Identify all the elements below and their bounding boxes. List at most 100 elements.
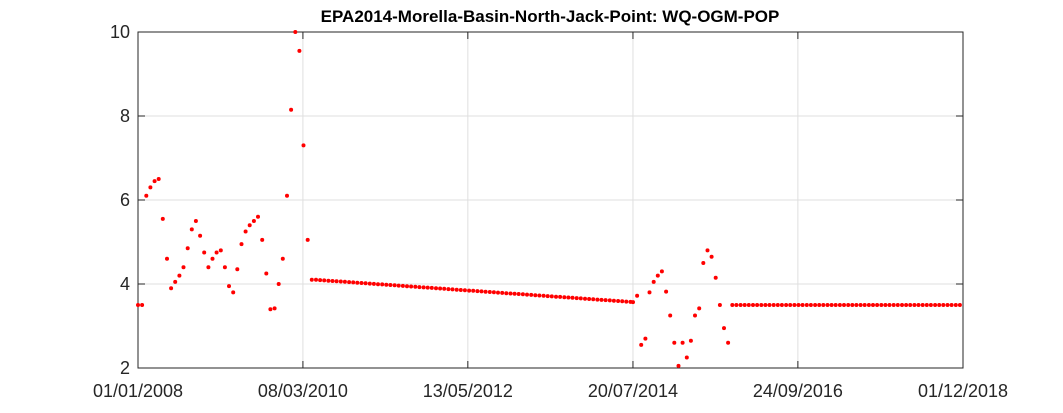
data-point — [491, 290, 496, 295]
data-point — [697, 306, 702, 311]
data-point — [628, 299, 633, 304]
data-point — [148, 185, 153, 190]
data-point — [487, 290, 492, 294]
data-point — [659, 269, 664, 274]
data-point — [759, 303, 764, 307]
data-point — [554, 294, 558, 299]
data-point — [607, 298, 612, 303]
data-point — [854, 303, 859, 307]
data-point — [858, 303, 863, 307]
data-point — [726, 340, 731, 345]
x-tick-label: 13/05/2012 — [423, 381, 513, 401]
data-point — [305, 237, 310, 242]
data-point — [446, 287, 451, 292]
data-point — [904, 303, 909, 307]
data-point — [268, 307, 273, 312]
data-point — [751, 303, 755, 307]
data-point — [529, 292, 534, 297]
data-point — [251, 219, 256, 223]
data-point — [516, 292, 521, 296]
data-point — [821, 303, 826, 307]
data-point — [624, 299, 629, 304]
data-point — [842, 303, 846, 307]
data-point — [156, 177, 161, 181]
data-point — [272, 306, 277, 311]
data-point — [533, 293, 538, 298]
data-point — [400, 283, 405, 288]
data-point — [405, 284, 409, 289]
data-point — [330, 279, 335, 283]
data-point — [525, 292, 529, 297]
data-point — [647, 290, 652, 295]
data-point — [231, 290, 236, 295]
data-point — [920, 303, 925, 307]
data-point — [280, 256, 285, 261]
data-point — [713, 275, 718, 280]
data-point — [591, 297, 596, 302]
data-point — [746, 303, 751, 307]
data-point — [900, 303, 904, 307]
data-point — [953, 303, 958, 307]
data-point — [945, 303, 950, 307]
data-point — [429, 285, 434, 290]
data-point — [218, 248, 223, 253]
data-points — [136, 30, 962, 368]
data-point — [289, 107, 294, 112]
data-point — [788, 303, 793, 307]
data-point — [825, 303, 830, 307]
data-point — [775, 303, 780, 307]
data-point — [338, 279, 343, 284]
chart-title: EPA2014-Morella-Basin-North-Jack-Point: … — [321, 7, 780, 26]
data-point — [643, 336, 648, 341]
data-point — [239, 242, 244, 247]
data-point — [817, 303, 822, 307]
data-point — [462, 288, 467, 293]
data-point — [784, 303, 789, 307]
data-point — [326, 278, 331, 283]
data-point — [676, 363, 681, 368]
data-point — [483, 289, 488, 294]
y-tick-label: 2 — [120, 358, 130, 378]
data-point — [206, 265, 211, 270]
data-point — [813, 303, 818, 307]
data-point — [256, 214, 260, 219]
data-point — [396, 283, 401, 288]
data-point — [342, 279, 347, 284]
data-point — [924, 303, 929, 307]
data-point — [425, 285, 430, 290]
data-point — [314, 277, 318, 282]
data-point — [318, 278, 323, 283]
data-point — [351, 280, 356, 285]
data-point — [717, 303, 722, 307]
data-point — [520, 292, 525, 297]
data-point — [895, 303, 900, 307]
data-point — [384, 282, 389, 287]
data-point — [376, 282, 380, 287]
data-point — [537, 293, 542, 298]
data-point — [144, 193, 149, 198]
data-point — [355, 280, 360, 285]
data-point — [247, 223, 252, 228]
data-point — [222, 265, 227, 270]
data-point — [693, 313, 697, 318]
data-point — [916, 303, 921, 307]
data-point — [193, 219, 198, 223]
y-tick-label: 6 — [120, 190, 130, 210]
data-point — [504, 291, 509, 296]
data-point — [688, 338, 693, 343]
x-tick-label: 01/12/2018 — [918, 381, 1008, 401]
data-point — [611, 298, 616, 303]
data-point — [421, 285, 426, 290]
data-point — [912, 303, 917, 307]
data-point — [603, 298, 608, 303]
data-point — [701, 261, 706, 265]
data-point — [309, 277, 314, 282]
data-point — [680, 340, 685, 345]
data-point — [887, 303, 892, 307]
grid — [138, 32, 963, 368]
data-point — [140, 303, 145, 307]
data-point — [672, 340, 677, 345]
data-point — [850, 303, 855, 307]
data-point — [941, 303, 946, 307]
data-point — [177, 273, 182, 278]
